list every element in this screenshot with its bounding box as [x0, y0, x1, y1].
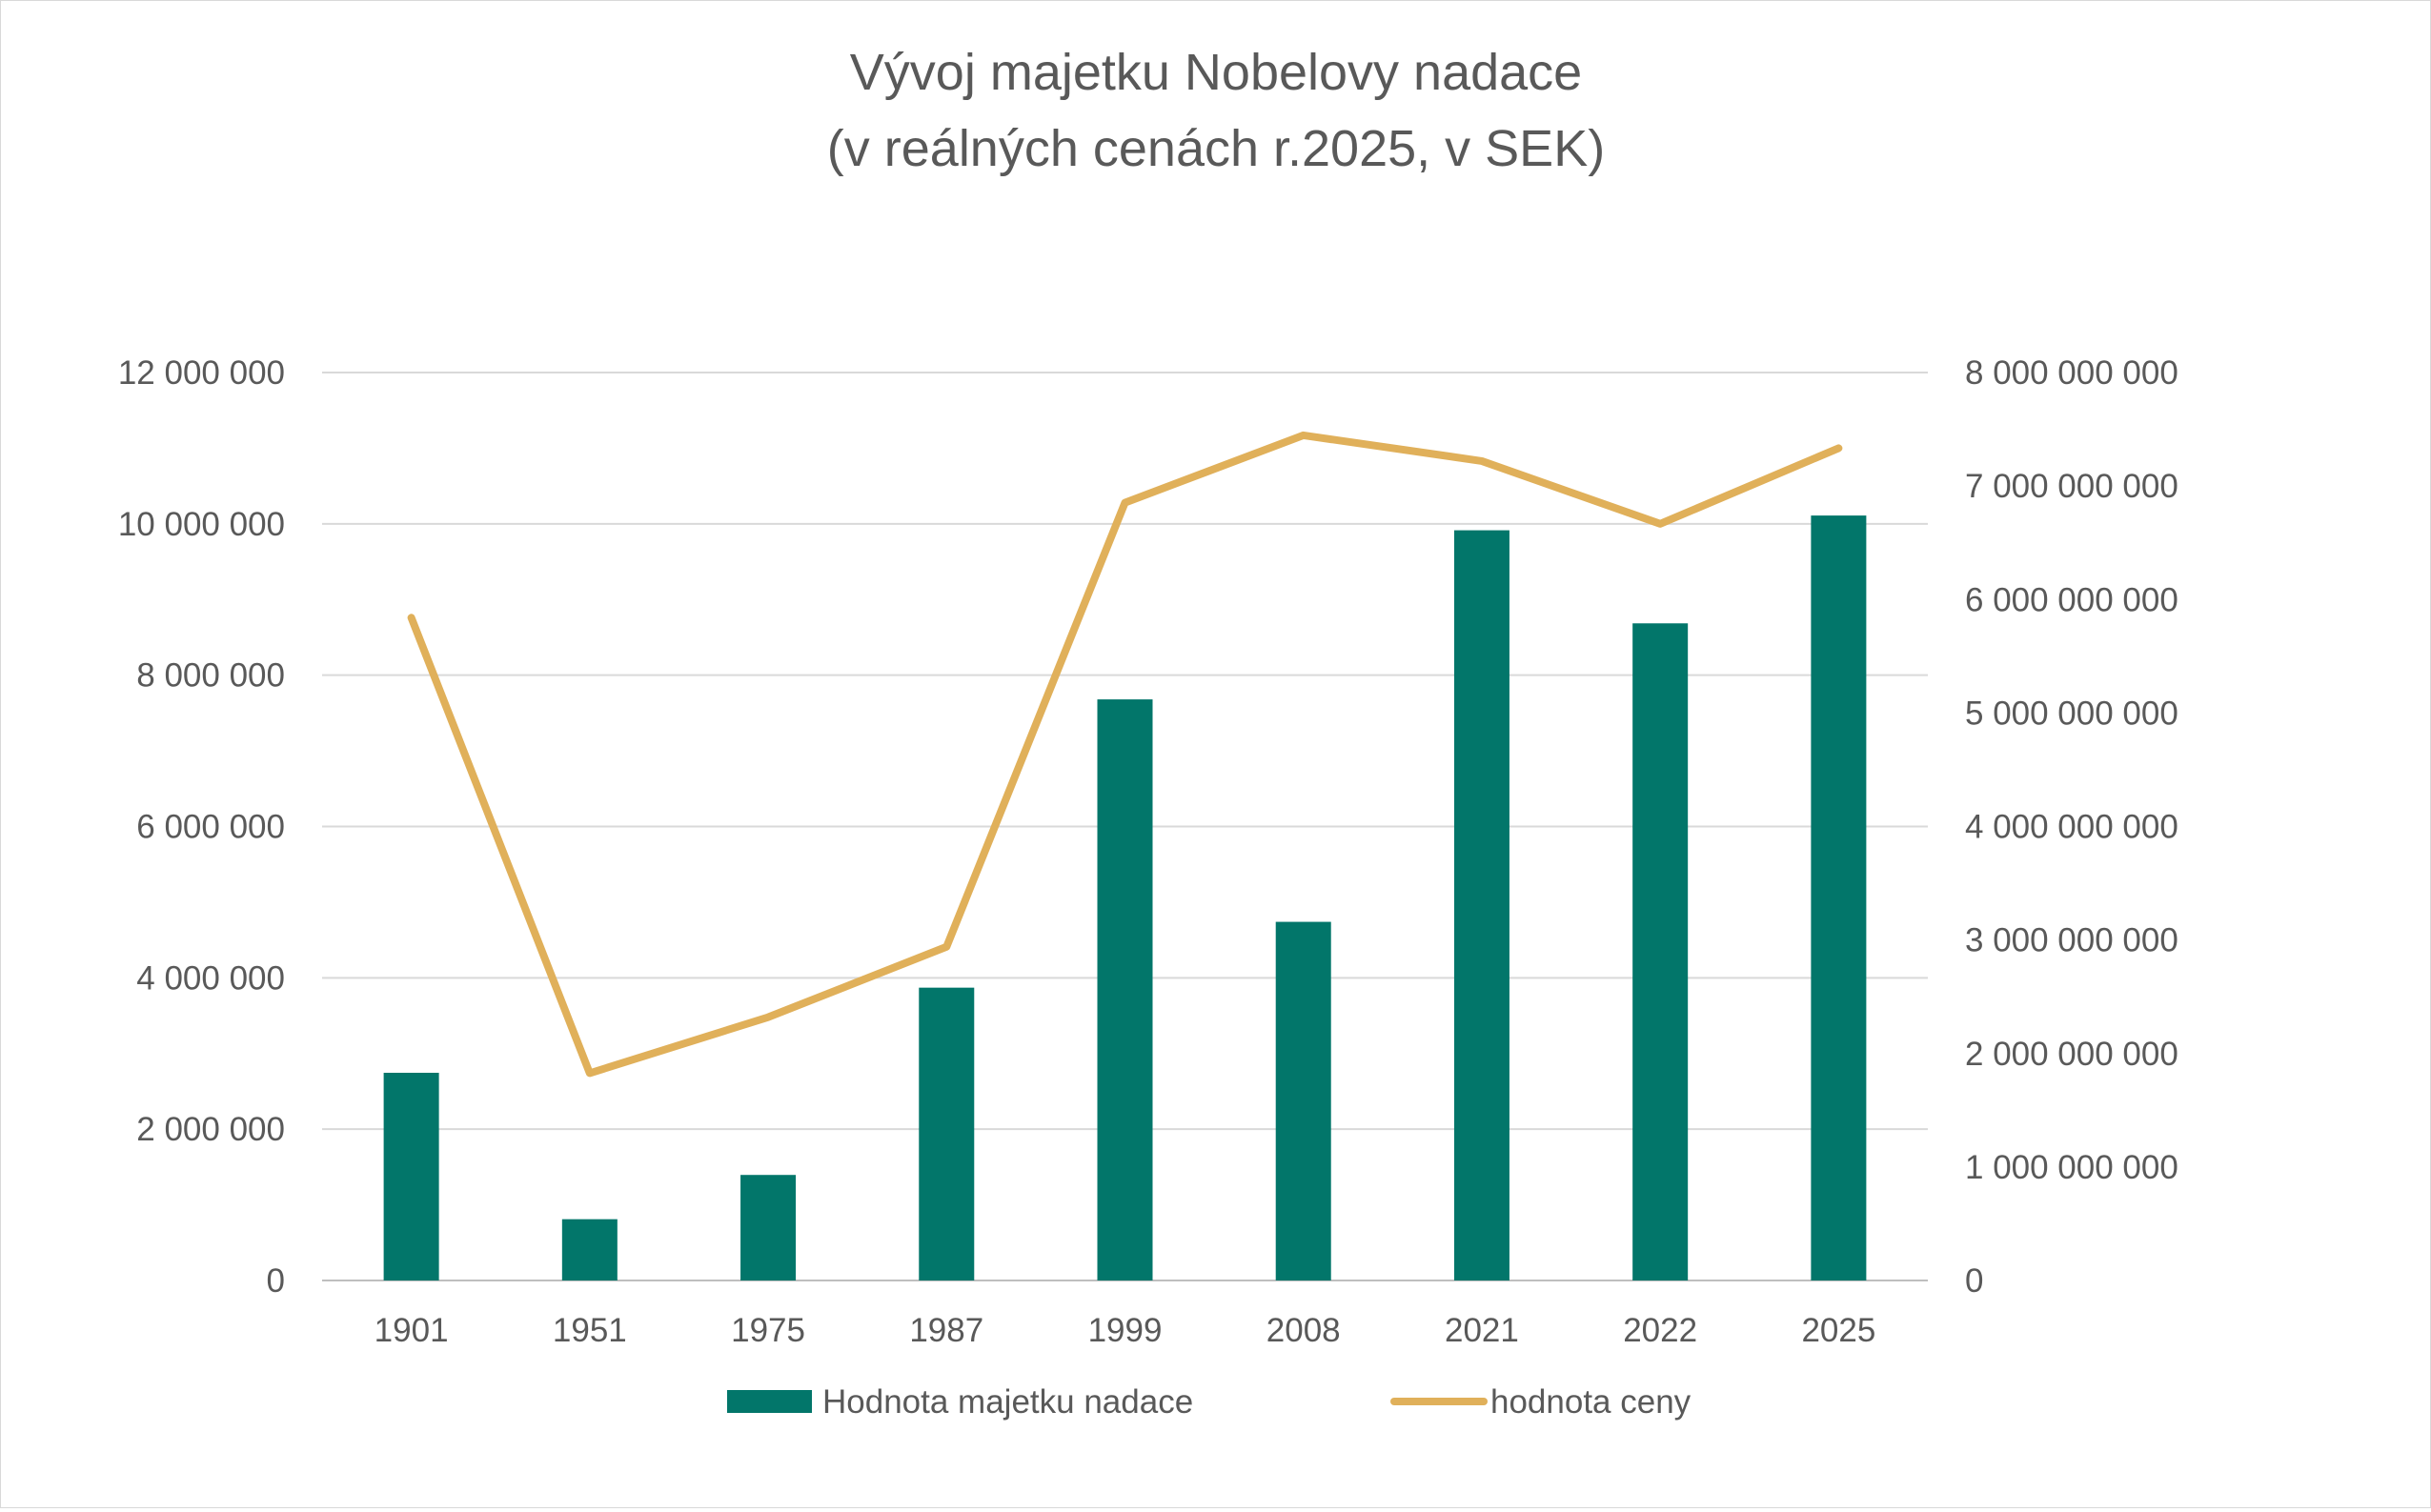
legend-line-label: hodnota ceny	[1490, 1383, 1692, 1421]
chart-title-line-1: Vývoj majetku Nobelovy nadace	[850, 44, 1582, 101]
chart-title-line-2: (v reálných cenách r.2025, v SEK)	[827, 120, 1605, 177]
bar	[919, 988, 974, 1280]
right-axis-tick-label: 0	[1965, 1262, 1983, 1300]
left-axis-tick-label: 4 000 000	[136, 959, 285, 997]
legend: Hodnota majetku nadace hodnota ceny	[727, 1383, 1692, 1421]
x-axis-tick-label: 1999	[1088, 1312, 1163, 1349]
bar	[1454, 531, 1509, 1280]
right-axis-tick-label: 7 000 000 000	[1965, 468, 2178, 505]
x-axis-tick-label: 2021	[1445, 1312, 1519, 1349]
right-axis-tick-label: 8 000 000 000	[1965, 354, 2178, 392]
left-axis-tick-label: 6 000 000	[136, 809, 285, 846]
left-axis-tick-label: 2 000 000	[136, 1111, 285, 1148]
left-axis-tick-label: 10 000 000	[118, 506, 285, 543]
legend-bar-label: Hodnota majetku nadace	[822, 1383, 1193, 1421]
x-axis-tick-label: 1901	[375, 1312, 449, 1349]
x-axis-tick-label: 1987	[909, 1312, 983, 1349]
bar	[562, 1220, 618, 1280]
left-axis-tick-label: 0	[267, 1262, 285, 1300]
x-axis-tick-label: 2022	[1623, 1312, 1697, 1349]
bar	[384, 1073, 439, 1280]
bar	[1276, 922, 1331, 1280]
bar	[740, 1175, 796, 1280]
x-axis-tick-label: 2008	[1266, 1312, 1341, 1349]
left-axis: 0 2 000 000 4 000 000 6 000 000 8 000 000 10 …	[118, 354, 285, 1300]
right-axis-tick-label: 1 000 000 000	[1965, 1149, 2178, 1186]
x-axis-tick-label: 1951	[553, 1312, 627, 1349]
x-axis-tick-label: 1975	[731, 1312, 805, 1349]
bar	[1098, 699, 1153, 1280]
bar-series	[384, 515, 1867, 1280]
bar	[1632, 623, 1688, 1280]
x-axis-tick-label: 2025	[1801, 1312, 1875, 1349]
right-axis-tick-label: 2 000 000 000	[1965, 1036, 2178, 1073]
x-axis: 1901 1951 1975 1987 1999 2008 2021 2022 2025	[375, 1312, 1876, 1349]
right-axis-tick-label: 5 000 000 000	[1965, 695, 2178, 732]
legend-bar-swatch	[727, 1390, 812, 1413]
left-axis-tick-label: 8 000 000	[136, 657, 285, 695]
right-axis-tick-label: 4 000 000 000	[1965, 809, 2178, 846]
right-axis-tick-label: 6 000 000 000	[1965, 581, 2178, 618]
right-axis: 0 1 000 000 000 2 000 000 000 3 000 000 000…	[1965, 354, 2178, 1300]
left-axis-tick-label: 12 000 000	[118, 354, 285, 392]
bar	[1811, 515, 1866, 1280]
right-axis-tick-label: 3 000 000 000	[1965, 922, 2178, 959]
chart-title: Vývoj majetku Nobelovy nadace (v reálnýc…	[827, 44, 1605, 177]
